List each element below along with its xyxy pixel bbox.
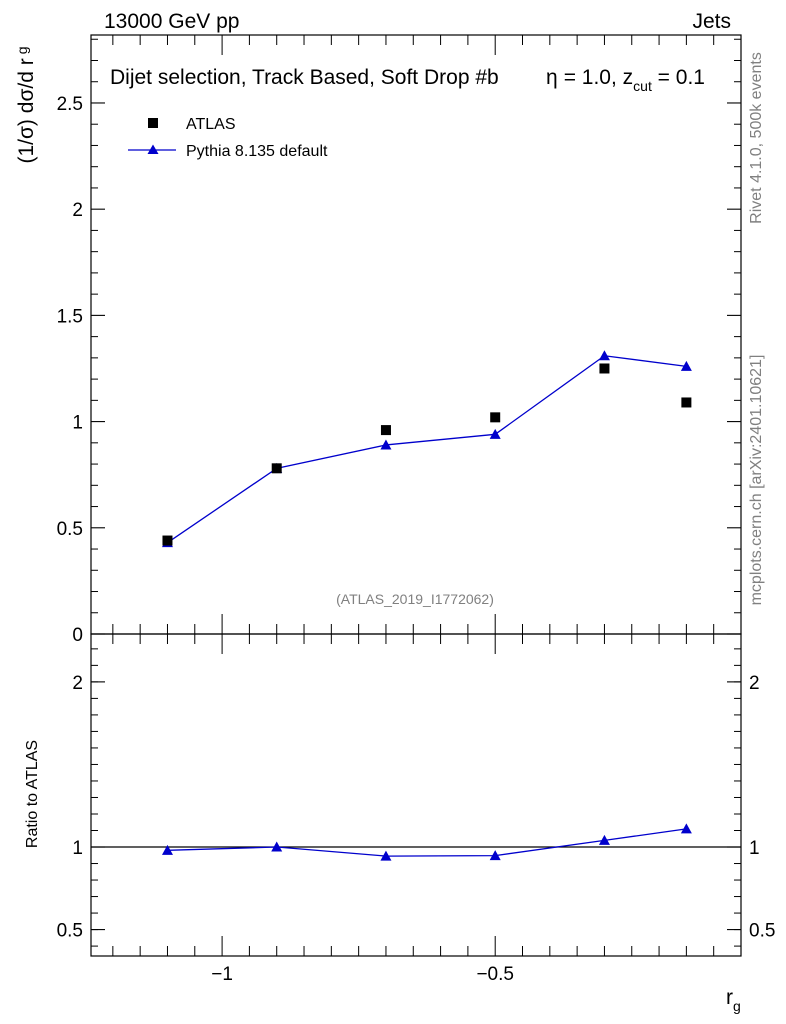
ratio-ylabel: Ratio to ATLAS bbox=[24, 740, 41, 848]
ratio-ytick-label: 0.5 bbox=[57, 921, 83, 942]
pythia-point bbox=[680, 360, 692, 371]
ratio-point bbox=[680, 823, 692, 834]
ratio-frame bbox=[90, 633, 742, 957]
atlas-point bbox=[380, 425, 391, 436]
ratio-point bbox=[271, 841, 283, 852]
ratio-point bbox=[489, 850, 501, 861]
pythia-line bbox=[167, 355, 687, 544]
pythia-point bbox=[380, 439, 392, 450]
legend: ATLAS Pythia 8.135 default bbox=[128, 116, 328, 160]
main-ytick-label: 2.5 bbox=[57, 94, 83, 115]
ratio-ytick-label-right: 0.5 bbox=[749, 921, 775, 942]
legend-atlas-label: ATLAS bbox=[186, 116, 236, 133]
atlas-point bbox=[271, 463, 282, 474]
main-ytick-label: 1.5 bbox=[57, 306, 83, 327]
ratio-ytick-label-right: 1 bbox=[749, 838, 760, 859]
xtick-label: −0.5 bbox=[476, 964, 514, 985]
main-ytick-label: 0.5 bbox=[57, 519, 83, 540]
ratio-point bbox=[161, 844, 173, 855]
ratio-ytick-label-right: 2 bbox=[749, 673, 760, 694]
atlas-point bbox=[599, 363, 610, 374]
main-ylabel-sub: g bbox=[14, 46, 30, 54]
main-ytick-label: 2 bbox=[72, 200, 83, 221]
title-zcut-sub: cut bbox=[633, 78, 652, 94]
pythia-point bbox=[489, 428, 501, 439]
main-title: Dijet selection, Track Based, Soft Drop … bbox=[110, 66, 499, 89]
xtick-label: −1 bbox=[211, 964, 233, 985]
atlas-point bbox=[681, 397, 692, 408]
atlas-point bbox=[162, 535, 173, 546]
header-energy: 13000 GeV pp bbox=[104, 10, 239, 33]
legend-atlas-marker bbox=[148, 118, 158, 128]
mcplots-label: mcplots.cern.ch [arXiv:2401.10621] bbox=[748, 355, 765, 606]
ratio-line bbox=[167, 828, 687, 857]
main-ytick-label: 0 bbox=[72, 625, 83, 646]
ratio-ytick-label: 1 bbox=[72, 838, 83, 859]
legend-pythia-label: Pythia 8.135 default bbox=[186, 143, 328, 160]
xlabel: rg bbox=[726, 986, 741, 1014]
main-title-eta: η = 1.0, zcut = 0.1 bbox=[546, 66, 705, 94]
header-jets: Jets bbox=[692, 10, 731, 33]
legend-pythia-marker bbox=[147, 144, 159, 154]
ratio-point bbox=[380, 850, 392, 861]
main-ylabel: (1/σ) dσ/d rg bbox=[14, 46, 38, 163]
main-ytick-label: 1 bbox=[72, 413, 83, 434]
ratio-point bbox=[598, 834, 610, 845]
analysis-watermark: (ATLAS_2019_I1772062) bbox=[336, 591, 494, 607]
rivet-label: Rivet 4.1.0, 500k events bbox=[748, 52, 765, 224]
pythia-point bbox=[598, 350, 610, 361]
xlabel-sub: g bbox=[733, 998, 741, 1014]
ratio-ytick-label: 2 bbox=[72, 673, 83, 694]
atlas-point bbox=[490, 412, 501, 423]
